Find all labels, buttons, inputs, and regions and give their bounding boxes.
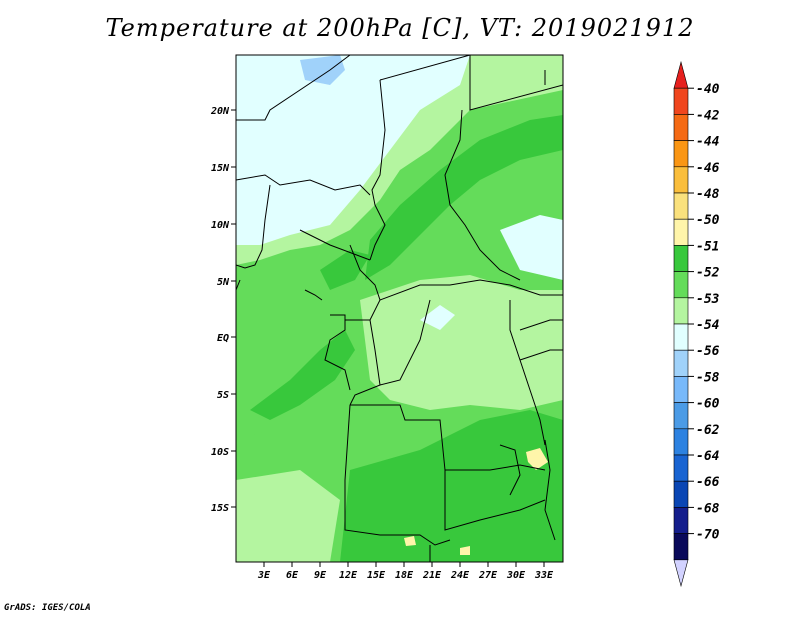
colorbar-segment: [673, 192, 689, 220]
colorbar-label: -62: [696, 423, 720, 438]
colorbar-label: -48: [696, 187, 720, 202]
latitude-axis: 20N 15N 10N 5N EQ 5S 10S 15S: [210, 106, 236, 514]
map-title: Temperature at 200hPa [C], VT: 201902191…: [105, 14, 695, 42]
lon-label: 24E: [450, 570, 470, 581]
lon-label: 33E: [534, 570, 554, 581]
colorbar-label: -52: [696, 266, 720, 281]
colorbar-segment: [673, 376, 689, 403]
colorbar-label: -51: [696, 239, 719, 254]
map-frame: [235, 54, 564, 563]
colorbar-label: -40: [696, 82, 720, 97]
lat-label: EQ: [217, 333, 229, 344]
colorbar-segment: [673, 349, 689, 377]
colorbar-segment: [673, 402, 689, 430]
colorbar-segment: [673, 323, 689, 351]
colorbar-segment: [673, 507, 689, 534]
lon-label: 27E: [478, 570, 498, 581]
country-borders: [236, 55, 563, 562]
colorbar-arrow-top: [673, 60, 689, 89]
lat-label: 5N: [217, 277, 230, 288]
lat-label: 10S: [211, 447, 229, 458]
colorbar-segment: [673, 428, 689, 456]
colorbar-label: -70: [696, 528, 720, 543]
colorbar-label: -60: [696, 397, 720, 412]
colorbar-segment: [673, 245, 689, 272]
colorbar-segment: [673, 114, 689, 141]
temperature-field: [236, 55, 563, 562]
lon-label: 12E: [339, 570, 358, 581]
colorbar-label: -50: [696, 213, 720, 228]
lat-label: 15N: [211, 163, 230, 174]
lon-label: 6E: [286, 570, 299, 581]
lat-label: 5S: [217, 390, 229, 401]
credit-text: GrADS: IGES/COLA: [4, 603, 91, 613]
lon-label: 18E: [395, 570, 414, 581]
colorbar-label: -53: [696, 292, 720, 307]
lon-label: 30E: [506, 570, 526, 581]
lat-label: 10N: [211, 220, 230, 231]
lon-label: 9E: [314, 570, 327, 581]
colorbar-label: -66: [696, 475, 720, 490]
lon-label: 15E: [367, 570, 386, 581]
colorbar: -40 -42 -44 -46 -48 -50 -51 -52 -53 -54 -56 -58 -60 -…: [673, 60, 720, 588]
colorbar-label: -56: [696, 344, 720, 359]
colorbar-segment: [673, 166, 689, 194]
lon-label: 3E: [257, 570, 271, 581]
colorbar-segment: [673, 218, 689, 246]
colorbar-label: -68: [696, 501, 720, 516]
colorbar-label: -64: [696, 449, 720, 464]
lat-label: 20N: [210, 106, 230, 117]
longitude-axis: 3E 6E 9E 12E 15E 18E 21E 24E 27E 30E 33E: [257, 562, 554, 581]
colorbar-label: -44: [696, 135, 720, 150]
colorbar-label: -42: [696, 108, 720, 123]
colorbar-segment: [673, 533, 689, 561]
colorbar-segment: [673, 140, 689, 168]
colorbar-segment: [673, 271, 689, 299]
colorbar-segment: [673, 454, 689, 482]
colorbar-label: -58: [696, 370, 720, 385]
lat-label: 15S: [211, 503, 229, 514]
colorbar-label: -54: [696, 318, 720, 333]
colorbar-arrow-bottom: [673, 559, 689, 588]
colorbar-label: -46: [696, 161, 720, 176]
colorbar-segment: [673, 297, 689, 325]
colorbar-segment: [673, 87, 689, 115]
colorbar-segment: [673, 480, 689, 508]
lon-label: 21E: [422, 570, 442, 581]
